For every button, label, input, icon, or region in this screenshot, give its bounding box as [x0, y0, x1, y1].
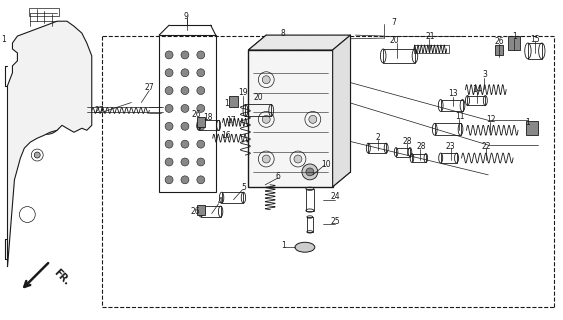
Text: 13: 13: [448, 89, 457, 98]
Circle shape: [197, 158, 205, 166]
Circle shape: [262, 76, 270, 84]
Bar: [396, 148, 410, 156]
Polygon shape: [7, 21, 92, 267]
Circle shape: [181, 69, 189, 77]
Circle shape: [197, 87, 205, 95]
Text: 20: 20: [253, 93, 263, 102]
Bar: [412, 154, 426, 163]
Text: 28: 28: [402, 137, 412, 146]
Circle shape: [181, 51, 189, 59]
Bar: [383, 49, 415, 63]
Circle shape: [165, 69, 173, 77]
Text: 27: 27: [145, 83, 154, 92]
Text: 1: 1: [224, 99, 229, 108]
Text: 10: 10: [321, 160, 330, 170]
Polygon shape: [248, 35, 351, 50]
Bar: [248, 50, 333, 187]
Circle shape: [197, 122, 205, 130]
Text: 17: 17: [226, 116, 235, 125]
Text: 18: 18: [203, 113, 212, 122]
Circle shape: [165, 158, 173, 166]
Text: 11: 11: [455, 112, 464, 121]
Text: 28: 28: [416, 142, 426, 151]
Circle shape: [309, 116, 317, 123]
Text: 24: 24: [331, 192, 341, 201]
Text: 26: 26: [191, 110, 200, 119]
Text: 5: 5: [241, 183, 246, 192]
Circle shape: [165, 87, 173, 95]
Circle shape: [262, 116, 270, 123]
Text: 1: 1: [281, 241, 285, 250]
Bar: [467, 96, 485, 106]
Text: 1: 1: [513, 32, 517, 41]
Circle shape: [181, 87, 189, 95]
Bar: [229, 96, 239, 108]
Circle shape: [294, 155, 302, 163]
Bar: [435, 123, 461, 135]
Text: 27: 27: [95, 106, 105, 115]
Text: 9: 9: [184, 12, 189, 21]
Bar: [222, 192, 243, 203]
Text: 3: 3: [483, 70, 488, 79]
Bar: [29, 8, 59, 16]
Text: FR.: FR.: [52, 267, 72, 287]
Bar: [199, 120, 218, 130]
Text: 26: 26: [494, 36, 504, 45]
Bar: [441, 153, 457, 163]
Circle shape: [197, 176, 205, 184]
Circle shape: [165, 140, 173, 148]
Text: 14: 14: [472, 85, 482, 94]
Circle shape: [165, 122, 173, 130]
Circle shape: [262, 155, 270, 163]
Text: 16: 16: [221, 131, 230, 140]
Text: 19: 19: [239, 88, 248, 97]
Ellipse shape: [295, 242, 315, 252]
Text: 21: 21: [425, 32, 435, 41]
Circle shape: [306, 168, 314, 176]
Bar: [197, 204, 205, 214]
Circle shape: [181, 176, 189, 184]
Text: 23: 23: [446, 142, 455, 151]
Text: 2: 2: [376, 133, 381, 142]
Bar: [159, 35, 216, 192]
Bar: [526, 121, 538, 135]
Bar: [245, 105, 271, 116]
Text: 1: 1: [526, 118, 530, 127]
Circle shape: [302, 164, 318, 180]
Circle shape: [34, 152, 40, 158]
Bar: [201, 206, 221, 217]
Bar: [528, 43, 542, 59]
Circle shape: [197, 51, 205, 59]
Circle shape: [181, 105, 189, 112]
Bar: [495, 45, 503, 55]
Text: 22: 22: [481, 142, 491, 151]
Circle shape: [165, 51, 173, 59]
Circle shape: [197, 105, 205, 112]
Text: 7: 7: [392, 18, 396, 27]
Bar: [197, 117, 205, 127]
Circle shape: [181, 158, 189, 166]
Text: 12: 12: [486, 115, 496, 124]
Bar: [441, 100, 463, 111]
Bar: [307, 217, 313, 232]
Bar: [414, 45, 449, 53]
Text: 26: 26: [190, 207, 200, 216]
Text: 20: 20: [389, 36, 399, 44]
Text: 15: 15: [530, 35, 540, 44]
Bar: [508, 36, 520, 50]
Bar: [368, 143, 386, 153]
Text: 6: 6: [276, 172, 280, 181]
Bar: [306, 189, 314, 211]
Circle shape: [181, 140, 189, 148]
Text: 1: 1: [1, 35, 6, 44]
Circle shape: [165, 176, 173, 184]
Circle shape: [197, 69, 205, 77]
Circle shape: [181, 122, 189, 130]
Circle shape: [197, 140, 205, 148]
Polygon shape: [333, 35, 351, 187]
Text: 4: 4: [217, 197, 222, 206]
Text: 8: 8: [281, 28, 285, 38]
Circle shape: [165, 105, 173, 112]
Text: 25: 25: [331, 217, 341, 226]
